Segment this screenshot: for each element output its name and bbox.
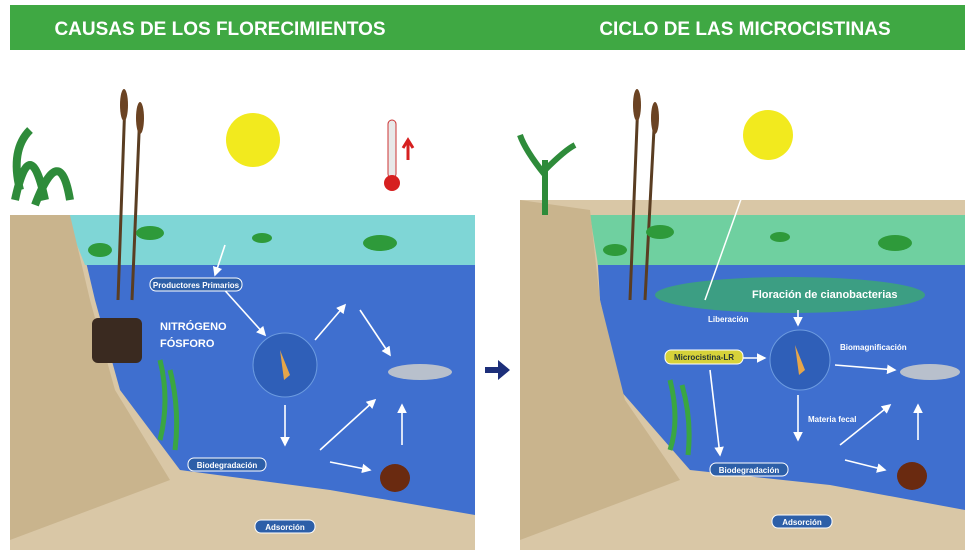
mussel xyxy=(897,462,927,490)
lily-pad xyxy=(646,225,674,239)
thermometer xyxy=(388,120,396,178)
lily-pad xyxy=(252,233,272,243)
cattail-head xyxy=(633,89,641,121)
lily-pad xyxy=(88,243,112,257)
label: Productores Primarios xyxy=(153,281,240,290)
thermometer-bulb xyxy=(384,175,400,191)
label: NITRÓGENO xyxy=(160,320,227,333)
label: Adsorción xyxy=(265,523,305,532)
cattail-head xyxy=(120,89,128,121)
lily-pad xyxy=(603,244,627,256)
lily-pad xyxy=(136,226,164,240)
sun xyxy=(743,110,793,160)
label: Liberación xyxy=(708,315,749,324)
mussel xyxy=(380,464,410,492)
right-panel: Floración de cianobacterias Liberación M… xyxy=(520,89,965,550)
cattail-head xyxy=(651,102,659,134)
label: Biodegradación xyxy=(197,461,258,470)
lily-pad xyxy=(770,232,790,242)
label: FÓSFORO xyxy=(160,337,215,350)
left-title: CAUSAS DE LOS FLORECIMIENTOS xyxy=(54,19,385,40)
fish xyxy=(900,364,960,380)
infographic: CAUSAS DE LOS FLORECIMIENTOS CICLO DE LA… xyxy=(0,0,967,557)
right-title: CICLO DE LAS MICROCISTINAS xyxy=(599,19,890,40)
label: Biomagnificación xyxy=(840,343,907,352)
label: Biodegradación xyxy=(719,466,780,475)
label: Microcistina-LR xyxy=(674,353,734,362)
sun xyxy=(226,113,280,167)
up-arrow xyxy=(403,140,413,160)
pipe xyxy=(92,318,142,363)
left-panel: Productores Primarios NITRÓGENO FÓSFORO … xyxy=(10,89,475,550)
transition-arrow xyxy=(485,360,510,380)
lily-pad xyxy=(878,235,912,251)
cattail-head xyxy=(136,102,144,134)
plant xyxy=(15,130,70,205)
label: Floración de cianobacterias xyxy=(752,289,898,301)
label: Adsorción xyxy=(782,518,822,527)
label: Materia fecal xyxy=(808,415,856,424)
fish xyxy=(388,364,452,380)
lily-pad xyxy=(363,235,397,251)
